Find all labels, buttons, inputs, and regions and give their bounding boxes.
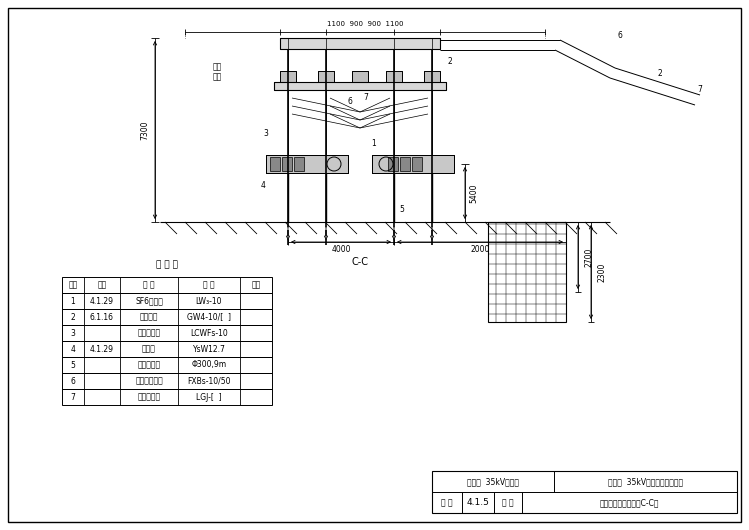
Text: 6.1.16: 6.1.16: [90, 313, 114, 322]
Text: 7: 7: [697, 84, 703, 93]
Bar: [280, 71, 296, 82]
Bar: [62, 277, 272, 293]
Bar: [294, 157, 304, 171]
Text: 4000: 4000: [331, 244, 351, 253]
Bar: [280, 71, 296, 82]
Text: 电容器间隔断面图（C-C）: 电容器间隔断面图（C-C）: [600, 498, 659, 507]
Bar: [266, 155, 348, 173]
Text: 图号: 图号: [97, 280, 106, 289]
Text: SF6断路器: SF6断路器: [135, 296, 163, 305]
Text: 4.1.5: 4.1.5: [467, 498, 489, 507]
Text: 2: 2: [448, 57, 452, 66]
Text: 1: 1: [70, 296, 76, 305]
Bar: [274, 82, 446, 90]
Bar: [62, 357, 272, 373]
Bar: [424, 71, 440, 82]
Text: 4: 4: [70, 344, 76, 354]
Text: 7: 7: [70, 393, 76, 402]
Text: 备注: 备注: [252, 280, 261, 289]
Text: 7300: 7300: [141, 120, 150, 140]
Bar: [62, 293, 272, 309]
Text: 4: 4: [261, 181, 265, 190]
Text: 1: 1: [372, 138, 377, 147]
Bar: [62, 389, 272, 405]
Text: 等径水泥杆: 等径水泥杆: [137, 360, 160, 369]
Text: LCWFs-10: LCWFs-10: [190, 329, 228, 338]
Bar: [318, 71, 334, 82]
Bar: [388, 157, 398, 171]
Bar: [62, 341, 272, 357]
Bar: [280, 38, 440, 49]
Bar: [372, 155, 454, 173]
Bar: [424, 71, 440, 82]
Bar: [352, 71, 368, 82]
Bar: [386, 71, 402, 82]
Text: 7: 7: [363, 93, 369, 102]
Text: FXBs-10/50: FXBs-10/50: [187, 376, 231, 385]
Text: 5: 5: [70, 360, 76, 369]
Text: GW4-10/[  ]: GW4-10/[ ]: [187, 313, 231, 322]
Text: 序号: 序号: [68, 280, 78, 289]
Text: 2300: 2300: [598, 262, 607, 281]
Text: 6: 6: [618, 31, 622, 40]
Bar: [400, 157, 410, 171]
Bar: [282, 157, 292, 171]
Bar: [62, 325, 272, 341]
Text: 2700: 2700: [584, 248, 593, 267]
Text: 第四章  35kV变电所: 第四章 35kV变电所: [467, 477, 519, 486]
Text: 隔离开关: 隔离开关: [140, 313, 158, 322]
Text: 4.1.29: 4.1.29: [90, 344, 114, 354]
Text: 电流互感器: 电流互感器: [137, 329, 160, 338]
Bar: [412, 157, 422, 171]
Text: 立式绕缘子串: 立式绕缘子串: [135, 376, 163, 385]
Text: LW₃-10: LW₃-10: [195, 296, 222, 305]
Text: 6: 6: [348, 98, 353, 107]
Bar: [372, 155, 454, 173]
Bar: [270, 157, 280, 171]
Text: Φ300,9m: Φ300,9m: [192, 360, 226, 369]
Text: 2: 2: [658, 69, 662, 78]
Text: LGJ-[  ]: LGJ-[ ]: [196, 393, 222, 402]
Text: 5: 5: [399, 206, 404, 215]
Text: 2000: 2000: [470, 244, 490, 253]
Text: 5400: 5400: [470, 183, 479, 203]
Bar: [266, 155, 348, 173]
Text: 6: 6: [70, 376, 76, 385]
Bar: [62, 373, 272, 389]
Text: 钓芯绕轴线: 钓芯绕轴线: [137, 393, 160, 402]
Text: 1100  900  900  1100: 1100 900 900 1100: [327, 21, 403, 27]
Text: 名 称: 名 称: [143, 280, 155, 289]
Bar: [432, 471, 737, 513]
Text: 2: 2: [70, 313, 76, 322]
Text: 图 名: 图 名: [502, 498, 514, 507]
Text: 3: 3: [264, 128, 268, 137]
Text: 电容
器棚: 电容 器棚: [213, 63, 222, 82]
Text: C-C: C-C: [351, 257, 369, 267]
Bar: [386, 71, 402, 82]
Bar: [318, 71, 334, 82]
Text: 避雷器: 避雷器: [142, 344, 156, 354]
Text: 设 备 表: 设 备 表: [156, 261, 178, 269]
Text: 规 格: 规 格: [203, 280, 215, 289]
Bar: [62, 309, 272, 325]
Text: 图 号: 图 号: [441, 498, 453, 507]
Text: 3: 3: [70, 329, 76, 338]
Text: YsW12.7: YsW12.7: [192, 344, 225, 354]
Text: 第一节  35kV户外小型化变电所: 第一节 35kV户外小型化变电所: [608, 477, 683, 486]
Text: 4.1.29: 4.1.29: [90, 296, 114, 305]
Bar: [352, 71, 368, 82]
Bar: [488, 222, 566, 322]
